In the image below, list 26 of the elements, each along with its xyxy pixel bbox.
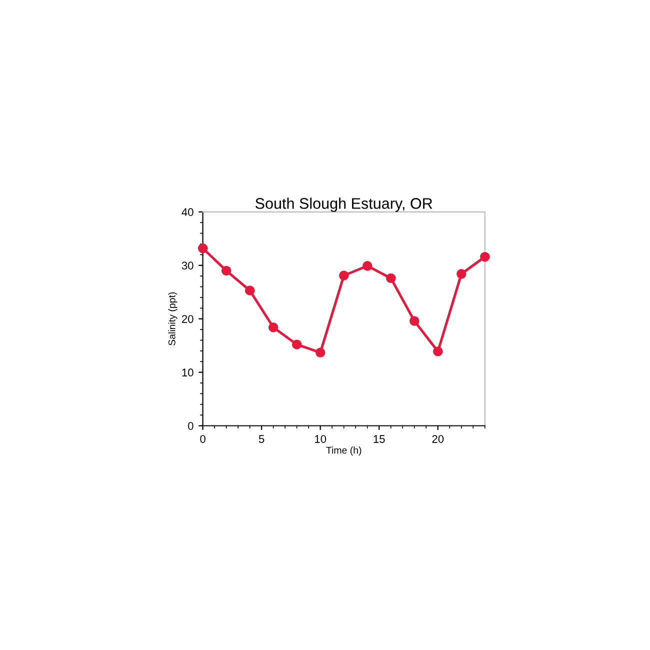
y-tick-label: 30 (182, 262, 194, 270)
y-tick-label: 10 (182, 368, 194, 376)
y-axis-title: Salinity (ppt) (168, 292, 178, 346)
x-tick-label: 10 (315, 435, 326, 443)
point (362, 261, 372, 271)
x-tick-label: 5 (258, 435, 264, 443)
x-tick-label: 15 (374, 435, 385, 443)
point (221, 266, 232, 276)
point (433, 346, 443, 356)
point (198, 243, 208, 254)
point (410, 316, 420, 326)
point (456, 269, 466, 279)
point (268, 322, 278, 332)
point (244, 286, 255, 296)
x-tick-label: 20 (432, 435, 444, 443)
y-tick-label: 40 (182, 208, 194, 216)
point (386, 273, 396, 284)
point (292, 340, 302, 350)
x-axis-title: Time (h) (326, 446, 362, 456)
y-tick-label: 0 (188, 422, 194, 430)
y-tick-label: 20 (182, 315, 194, 323)
point (338, 270, 349, 280)
point (480, 252, 490, 262)
x-tick-label: 0 (200, 435, 206, 443)
chart-title: South Slough Estuary, OR (256, 198, 432, 212)
point (315, 348, 326, 358)
